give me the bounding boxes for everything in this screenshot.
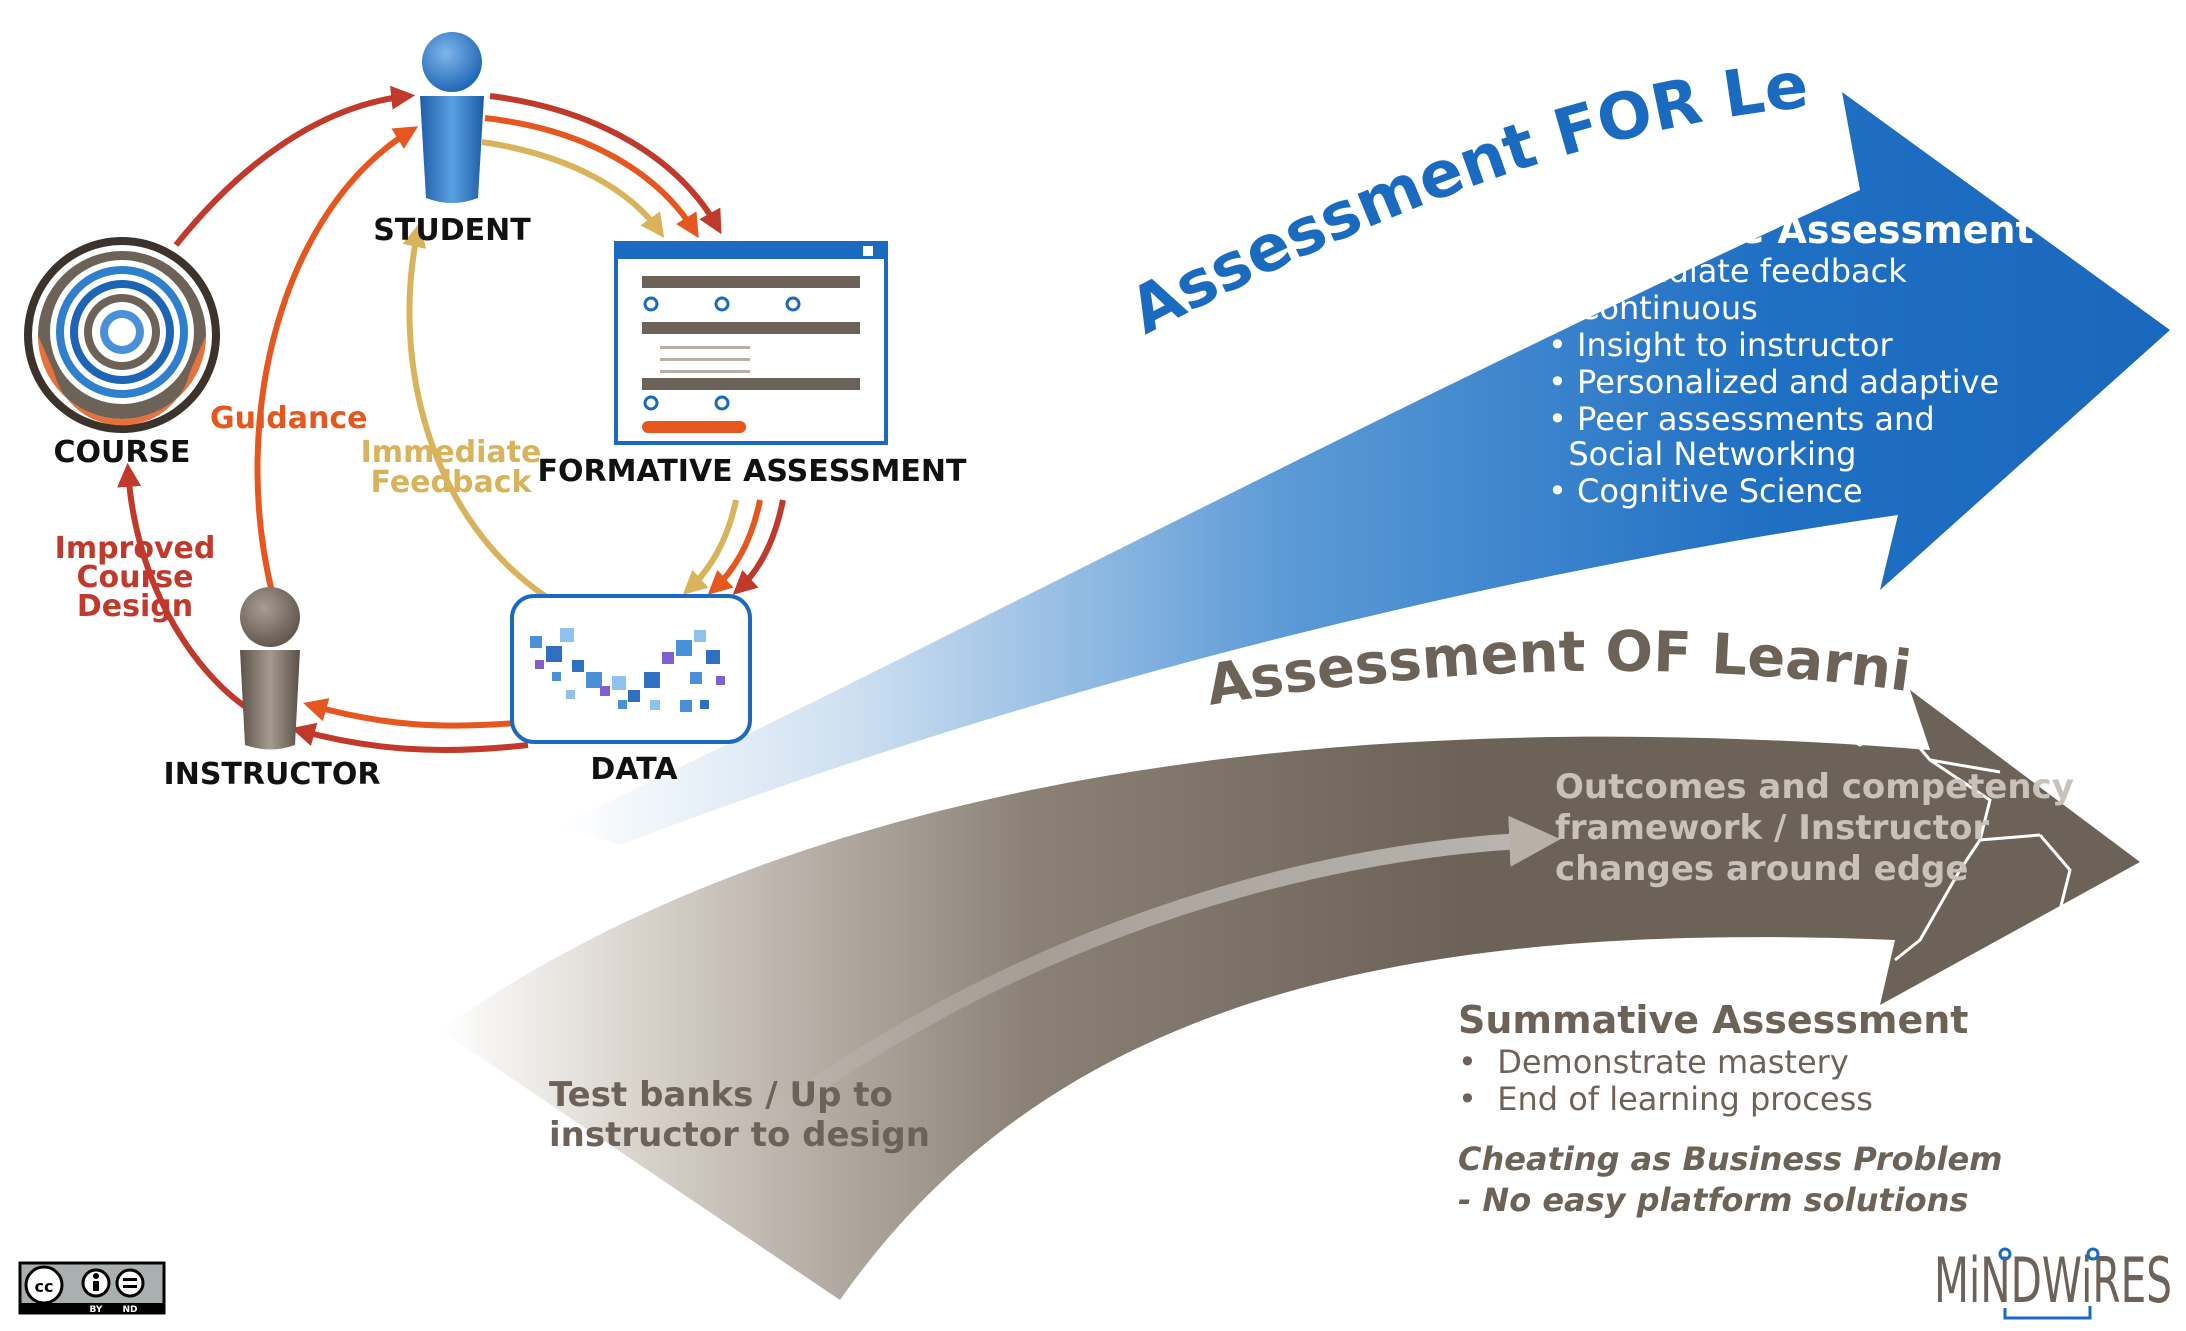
no-derivatives-icon <box>115 1268 145 1298</box>
formative-bullet: • Immediate feedback <box>1548 252 1907 290</box>
arrow-data-to-instructor-red <box>291 722 529 753</box>
data-pixels <box>530 628 725 712</box>
outcomes-text: Outcomes and competency framework / Inst… <box>1555 767 2074 889</box>
formative-bullet: • Cognitive Science <box>1548 472 1863 510</box>
arrow-student-to-formative-red <box>489 93 722 235</box>
instructor-figure <box>240 587 300 750</box>
of-learning-arrow <box>440 690 2140 1300</box>
arrow-student-to-formative-orange <box>484 115 699 239</box>
arrow-guidance <box>254 126 419 593</box>
improved-label-1: Improved <box>55 531 216 566</box>
course-label: COURSE <box>53 435 190 470</box>
formative-heading: Formative Assessment <box>1548 208 2034 252</box>
test-banks-line: Test banks / Up to <box>549 1075 893 1115</box>
progress-streak <box>735 815 1561 1147</box>
formative-window-icon <box>614 241 888 445</box>
license-by: BY <box>90 1305 103 1315</box>
summative-heading: Summative Assessment <box>1458 998 1968 1042</box>
license-nd: ND <box>122 1305 137 1315</box>
outcomes-line: changes around edge <box>1555 849 1968 889</box>
student-figure <box>420 32 484 203</box>
student-head <box>422 32 482 92</box>
test-banks-line: instructor to design <box>549 1115 930 1155</box>
cc-text: cc <box>35 1277 54 1296</box>
mindwires-logo-text: MiNDWiRES <box>1934 1244 2172 1317</box>
formative-bullet: • Continuous <box>1548 289 1758 327</box>
summative-bullet: • End of learning process <box>1458 1080 1873 1118</box>
instructor-label: INSTRUCTOR <box>164 757 381 792</box>
arrow-improved-design <box>117 462 252 713</box>
formative-bullet: • Personalized and adaptive <box>1548 363 1999 401</box>
arrow-formative-to-data-orange <box>707 499 763 595</box>
data-icon <box>510 594 752 744</box>
instructor-body <box>240 650 300 750</box>
feedback-label-1: Immediate <box>361 435 542 470</box>
cc-license-badge: cc BY ND <box>18 1261 166 1315</box>
formative-bullet: Social Networking <box>1548 435 1856 473</box>
formative-assessment-label: FORMATIVE ASSESSMENT <box>538 454 968 489</box>
arrow-data-to-instructor-orange <box>303 698 529 729</box>
arrow-immediate-feedback <box>402 222 550 601</box>
improved-label-2: Course <box>77 560 194 595</box>
arrow-student-to-formative-gold <box>481 139 665 238</box>
formative-bullet: • Insight to instructor <box>1548 326 1893 364</box>
arrow-formative-to-data-red <box>732 499 786 595</box>
formative-bullets: • Immediate feedback • Continuous • Insi… <box>1548 252 1999 510</box>
arrow-formative-to-data-gold <box>682 499 739 595</box>
cc-icon <box>24 1265 64 1305</box>
for-learning-arrow <box>560 92 2170 845</box>
mindwires-logo: MiNDWiRES <box>1934 1244 2172 1320</box>
test-banks-text: Test banks / Up to instructor to design <box>549 1075 930 1155</box>
arrow-course-to-student <box>173 85 416 247</box>
guidance-label: Guidance <box>210 401 367 436</box>
student-body <box>420 96 484 203</box>
feedback-label-2: Feedback <box>371 465 533 500</box>
instructor-head <box>240 587 300 647</box>
outcomes-line: framework / Instructor <box>1555 808 1989 848</box>
data-label: DATA <box>590 752 678 787</box>
crack-lines <box>1789 703 2072 962</box>
student-label: STUDENT <box>373 213 531 248</box>
formative-bullet: • Peer assessments and <box>1548 400 1935 438</box>
summative-bullet: • Demonstrate mastery <box>1458 1043 1849 1081</box>
cheating-line: Cheating as Business Problem <box>1458 1140 2003 1178</box>
outcomes-line: Outcomes and competency <box>1555 767 2074 807</box>
cheating-line: - No easy platform solutions <box>1458 1181 1968 1219</box>
course-icon <box>24 237 220 433</box>
improved-label-3: Design <box>77 589 193 624</box>
for-learning-title: Assessment FOR Learning <box>0 0 1812 349</box>
